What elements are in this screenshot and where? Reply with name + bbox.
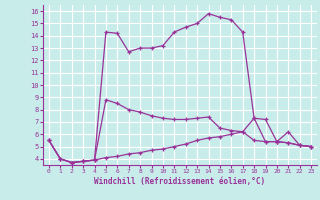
X-axis label: Windchill (Refroidissement éolien,°C): Windchill (Refroidissement éolien,°C) [94,177,266,186]
